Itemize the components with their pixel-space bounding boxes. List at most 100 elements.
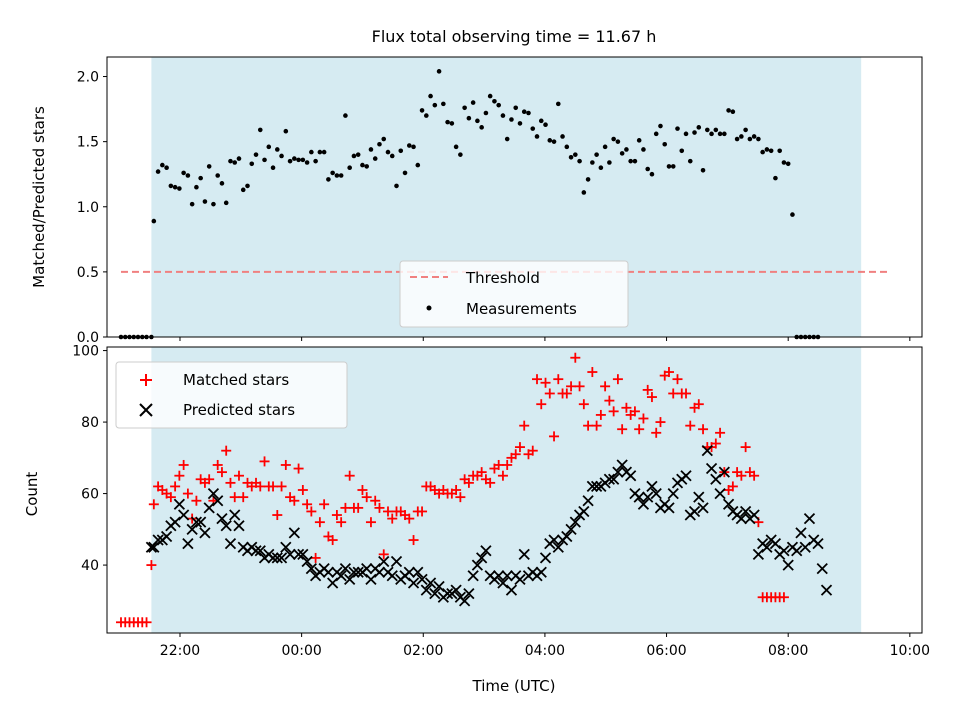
measurement-point: [253, 152, 259, 157]
measurement-point: [283, 128, 289, 134]
bottom-y-axis-label: Count: [23, 472, 41, 517]
measurement-point: [734, 136, 740, 142]
measurement-point: [377, 141, 382, 147]
matched-star-point: [591, 420, 602, 431]
top-y-axis-label: Matched/Predicted stars: [30, 106, 48, 288]
measurement-point: [713, 127, 719, 133]
matched-star-point: [216, 467, 227, 478]
matched-star-point: [621, 402, 632, 413]
legend-matched-label: Matched stars: [183, 371, 289, 389]
matched-star-point: [319, 499, 330, 510]
matched-star-point: [191, 495, 202, 506]
measurement-point: [206, 164, 212, 169]
predicted-star-point: [739, 505, 752, 518]
measurement-point: [687, 158, 693, 164]
measurement-point: [368, 147, 374, 152]
predicted-star-point: [424, 577, 437, 589]
bottom-ytick-label: 80: [81, 415, 99, 431]
measurement-point: [666, 164, 672, 169]
measurement-point: [683, 131, 689, 137]
predicted-star-point: [782, 559, 794, 571]
matched-star-point: [306, 506, 317, 517]
predicted-star-point: [344, 573, 356, 586]
measurement-point: [334, 173, 340, 178]
matched-star-point: [353, 502, 364, 513]
predicted-star-point: [327, 577, 339, 589]
measurement-point: [189, 201, 195, 207]
predicted-star-point: [718, 466, 730, 478]
measurement-point: [406, 143, 412, 148]
predicted-star-point: [177, 509, 190, 521]
measurement-point: [513, 105, 519, 111]
matched-star-point: [272, 510, 283, 521]
matched-star-point: [629, 406, 640, 417]
measurement-point: [594, 152, 599, 157]
predicted-star-point: [420, 584, 432, 596]
predicted-star-point: [697, 502, 709, 514]
top-plot-area: 0.0 0.5 1.0 1.5 2.0: [77, 56, 923, 346]
measurement-point: [636, 138, 642, 143]
matched-star-point: [698, 424, 709, 435]
bottom-axes-frame: [106, 346, 923, 634]
matched-star-point: [663, 367, 674, 378]
x-axis-label: Time (UTC): [472, 677, 556, 695]
matched-star-point: [141, 617, 152, 628]
matched-star-point: [617, 424, 628, 435]
predicted-star-point: [160, 530, 173, 543]
top-ytick-label: 1.0: [77, 200, 99, 216]
measurement-point: [436, 69, 442, 74]
predicted-star-point: [271, 552, 283, 564]
top-axes-frame: [106, 56, 923, 338]
matched-star-point: [651, 427, 662, 438]
predicted-star-point: [505, 584, 518, 596]
matched-star-point: [404, 513, 415, 524]
predicted-star-point: [152, 534, 164, 546]
measurement-point: [343, 113, 348, 118]
matched-star-point: [340, 502, 351, 513]
predicted-star-point: [812, 537, 824, 550]
predicted-star-point: [667, 487, 679, 500]
matched-star-point: [544, 388, 555, 399]
measurement-point: [551, 139, 557, 144]
measurement-point: [185, 173, 191, 178]
matched-star-point: [233, 470, 244, 481]
matched-star-point: [502, 459, 513, 470]
matched-star-point: [229, 492, 240, 503]
predicted-star-point: [301, 555, 313, 568]
predicted-star-point: [769, 537, 782, 550]
predicted-star-point: [603, 473, 616, 485]
predicted-star-point: [586, 480, 598, 493]
predicted-star-point: [467, 570, 479, 582]
predicted-star-point: [203, 502, 215, 514]
bottom-legend-box: [115, 361, 348, 429]
legend-matched-swatch: [140, 374, 152, 386]
matched-star-point: [221, 445, 232, 456]
measurement-point: [653, 131, 659, 137]
predicted-star-point: [735, 512, 747, 525]
measurement-point: [228, 158, 233, 164]
measurement-point: [385, 149, 391, 155]
matched-star-point: [685, 420, 696, 431]
predicted-star-point: [335, 570, 347, 582]
predicted-star-point: [352, 566, 364, 578]
predicted-star-point: [212, 495, 224, 507]
predicted-star-point: [548, 534, 560, 546]
matched-star-point: [536, 399, 547, 410]
matched-star-point: [595, 409, 606, 420]
predicted-star-point: [148, 541, 160, 553]
predicted-star-point: [339, 563, 352, 575]
matched-star-point: [174, 470, 185, 481]
matched-star-point: [361, 492, 372, 503]
predicted-star-point: [748, 509, 760, 521]
measurement-point: [211, 201, 216, 207]
matched-star-point: [310, 552, 321, 563]
matched-star-point: [280, 459, 291, 470]
measurement-point: [619, 151, 625, 156]
predicted-star-point: [254, 545, 266, 557]
measurement-point: [768, 148, 774, 154]
measurement-point: [274, 147, 280, 152]
measurement-point: [462, 105, 467, 111]
predicted-star-point: [190, 516, 203, 528]
matched-star-point: [182, 488, 193, 499]
matched-star-point: [646, 392, 657, 403]
